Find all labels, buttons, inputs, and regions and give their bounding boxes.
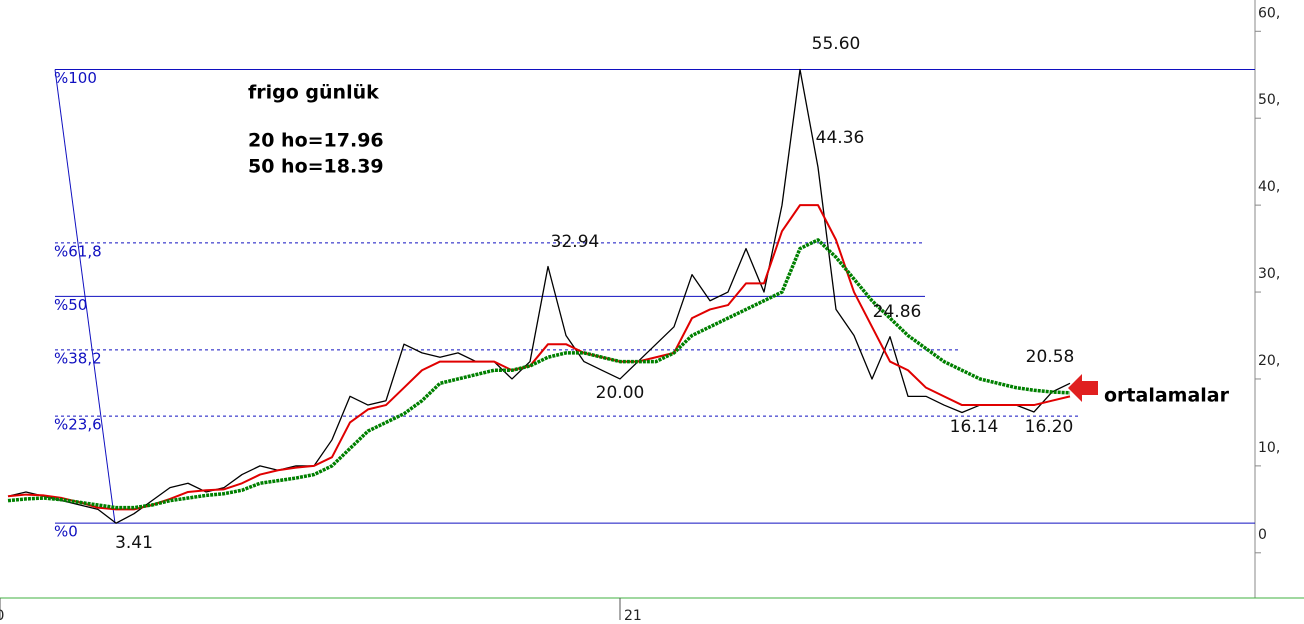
trend-line <box>54 69 116 524</box>
annotation: 55.60 <box>812 34 861 54</box>
annotation: 16.14 <box>950 417 999 437</box>
x-tick-label: 21 <box>624 608 642 624</box>
y-tick-label: 60, <box>1258 5 1280 21</box>
note: 20 ho=17.96 <box>248 130 384 152</box>
fib-label: %100 <box>54 69 97 87</box>
annotation: 20.58 <box>1026 347 1075 367</box>
fib-label: %50 <box>54 296 87 314</box>
series-line <box>7 238 1071 510</box>
fib-label: %0 <box>54 523 78 541</box>
series-line <box>7 204 1071 511</box>
y-tick-label: 50, <box>1258 92 1280 108</box>
chart-title: frigo günlük <box>248 82 379 104</box>
fib-label: %61,8 <box>54 242 102 260</box>
callout: ortalamalar <box>1104 385 1230 407</box>
annotation: 3.41 <box>115 533 153 553</box>
annotation: 44.36 <box>816 128 865 148</box>
annotation: 16.20 <box>1025 417 1074 437</box>
y-tick-label: 0 <box>1258 527 1267 543</box>
fib-label: %38,2 <box>54 349 102 367</box>
y-tick-label: 20, <box>1258 353 1280 369</box>
y-tick-label: 30, <box>1258 266 1280 282</box>
y-tick-label: 40, <box>1258 179 1280 195</box>
y-tick-label: 10, <box>1258 440 1280 456</box>
annotation: 24.86 <box>873 302 922 322</box>
note: 50 ho=18.39 <box>248 156 384 178</box>
callout-arrow <box>1068 374 1098 402</box>
series-line <box>7 68 1071 524</box>
x-tick-label: 0 <box>0 608 4 624</box>
fib-label: %23,6 <box>54 416 102 434</box>
annotation: 32.94 <box>551 232 600 252</box>
annotation: 20.00 <box>596 383 645 403</box>
